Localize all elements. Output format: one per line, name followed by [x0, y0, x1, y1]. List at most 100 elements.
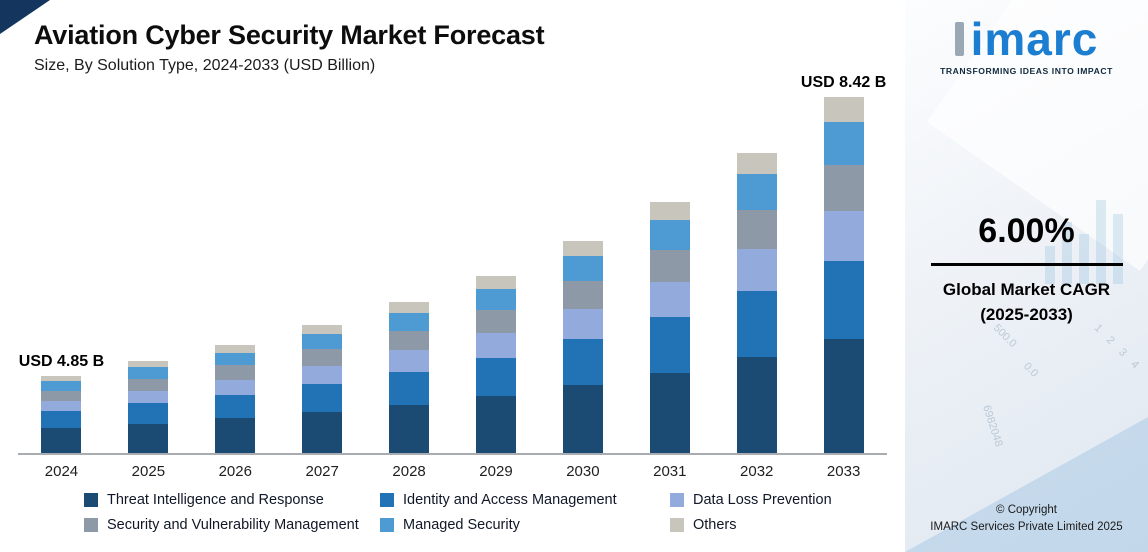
legend-label: Managed Security: [403, 517, 520, 533]
x-axis-label: 2031: [653, 463, 687, 480]
bar-segment: [215, 345, 256, 353]
bar-segment: [562, 338, 603, 386]
decor-bar: [1079, 234, 1089, 284]
bar-column: [105, 338, 192, 453]
logo-wordmark: imarc: [970, 13, 1099, 65]
cagr-label-line1: Global Market CAGR: [942, 280, 1111, 299]
bar-segment: [562, 241, 603, 256]
legend-label: Security and Vulnerability Management: [107, 517, 359, 533]
bar-segment: [302, 325, 343, 334]
x-axis-label: 2027: [305, 463, 339, 480]
chart-header: Aviation Cyber Security Market Forecast …: [0, 0, 905, 75]
bar-segment: [128, 403, 169, 424]
cagr-divider: [930, 263, 1123, 266]
decor-axis-number: 1 2 3 4: [1091, 321, 1144, 375]
legend-item: Identity and Access Management: [380, 492, 670, 508]
chart-title: Aviation Cyber Security Market Forecast: [34, 20, 545, 50]
bar-segment: [562, 309, 603, 339]
bar-segment: [128, 361, 169, 368]
bar-segment: [649, 202, 690, 220]
decor-bar: [1062, 222, 1072, 284]
legend-item: Managed Security: [380, 517, 670, 533]
bar-column: [713, 130, 800, 453]
bar-segment: [389, 312, 430, 331]
bar-segment: [128, 378, 169, 391]
bar-segment: [128, 390, 169, 404]
bar-segment: [649, 317, 690, 373]
cagr-label-line2: (2025-2033): [980, 304, 1073, 324]
stacked-bar: [475, 276, 516, 453]
stacked-bar: [562, 241, 603, 453]
bar-segment: [475, 288, 516, 310]
legend-label: Identity and Access Management: [403, 492, 617, 508]
bar-segment: [475, 357, 516, 397]
bar-segment: [823, 260, 864, 340]
bar-segment: [475, 332, 516, 358]
bar-column: [626, 179, 713, 453]
x-axis-label: 2029: [479, 463, 513, 480]
legend-marker: [84, 518, 98, 532]
legend-item: Others: [670, 517, 887, 533]
chart-subtitle: Size, By Solution Type, 2024-2033 (USD B…: [34, 57, 376, 74]
stacked-bar: [736, 153, 777, 453]
bar-segment: [215, 394, 256, 419]
stacked-bar: [649, 202, 690, 453]
bar-segment: [215, 379, 256, 395]
bar-segment: [389, 350, 430, 372]
stacked-bar: [389, 302, 430, 453]
bar-segment: [389, 302, 430, 313]
x-axis-label: 2033: [826, 463, 861, 480]
bar-column: [539, 218, 626, 453]
bar-segment: [215, 418, 256, 453]
sidebar: 500.0 0.0 1 2 3 4 6982048 imarc TRANSFOR…: [905, 0, 1148, 552]
bar-segment: [389, 371, 430, 405]
copyright: © Copyright IMARC Services Private Limit…: [905, 502, 1148, 537]
bar-segment: [649, 249, 690, 283]
bar-segment: [475, 309, 516, 333]
x-axis-label: 2025: [131, 463, 166, 480]
bar-segment: [736, 153, 777, 174]
bar-segment: [128, 367, 169, 379]
copyright-line2: IMARC Services Private Limited 2025: [930, 520, 1123, 533]
legend-label: Data Loss Prevention: [693, 492, 832, 508]
legend-marker: [380, 518, 394, 532]
bar-segment: [562, 281, 603, 310]
stacked-bar: [41, 376, 82, 453]
bar-segment: [649, 219, 690, 250]
legend-label: Others: [693, 517, 737, 533]
bar-segment: [736, 249, 777, 291]
bar-segment: [389, 404, 430, 453]
stacked-bar: [302, 325, 343, 453]
bar-column: USD 8.42 B: [800, 74, 887, 453]
bar-segment: [562, 255, 603, 282]
logo-accent-bar: [954, 22, 964, 56]
stacked-bar-chart: USD 4.85 B USD 8.42 B 2024 2025 2026 2027 202…: [0, 74, 905, 533]
decor-axis-number: 0.0: [1020, 360, 1041, 380]
legend-marker: [670, 518, 684, 532]
legend-marker: [670, 493, 684, 507]
value-annotation: USD 4.85 B: [18, 353, 105, 370]
imarc-logo: imarc TRANSFORMING IDEAS INTO IMPACT: [905, 16, 1148, 76]
bar-segment: [41, 390, 82, 401]
corner-accent-triangle: [0, 0, 50, 34]
bars-row: USD 4.85 B USD 8.42 B: [18, 74, 887, 455]
sidebar-bottom-wedge-decor: [905, 417, 1148, 552]
bar-segment: [41, 381, 82, 391]
bar-column: [366, 279, 453, 453]
bar-segment: [302, 411, 343, 453]
x-axis-label: 2026: [218, 463, 252, 480]
cagr-value: 6.00%: [978, 212, 1075, 250]
bar-column: [192, 322, 279, 453]
bar-segment: [823, 164, 864, 211]
bar-segment: [302, 349, 343, 366]
bar-column: USD 4.85 B: [18, 353, 105, 453]
bar-segment: [41, 428, 82, 453]
legend-item: Threat Intelligence and Response: [84, 492, 380, 508]
copyright-line1: © Copyright: [996, 503, 1057, 516]
bar-segment: [649, 372, 690, 453]
bar-segment: [389, 330, 430, 351]
bar-segment: [823, 122, 864, 165]
bar-segment: [302, 383, 343, 412]
bar-segment: [736, 356, 777, 453]
